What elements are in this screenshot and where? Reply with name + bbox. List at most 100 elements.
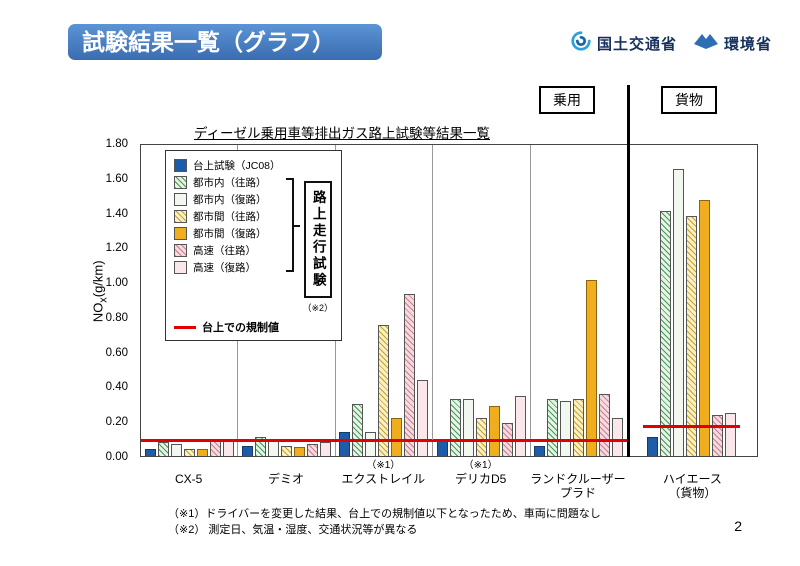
regulation-segment (335, 439, 433, 443)
bar (534, 445, 546, 456)
road-test-group: 路上走行試験 （※2） (302, 181, 334, 314)
bar (547, 398, 559, 456)
legend-item: 高速（往路） (174, 242, 281, 259)
legend-bracket (285, 178, 300, 272)
x-category-note (140, 459, 237, 472)
legend-item-label: 都市間（復路） (193, 228, 267, 240)
y-tick-label: 1.60 (105, 172, 128, 185)
bar (391, 418, 403, 456)
bar (157, 442, 169, 456)
bar (170, 443, 182, 456)
moe-logo: 環境省 (693, 32, 772, 55)
mlit-logo-icon (570, 30, 592, 57)
bar (725, 412, 737, 456)
x-category-label: CX-5 (140, 459, 237, 500)
y-tick-label: 1.20 (105, 242, 128, 255)
bar (209, 440, 221, 456)
bar (320, 442, 332, 456)
bar-cluster (530, 145, 628, 456)
bar (673, 169, 685, 456)
bar (488, 405, 500, 456)
chart-title: ディーゼル乗用車等排出ガス路上試験等結果一覧 (193, 126, 491, 141)
legend-item-label: 都市間（往路） (193, 211, 267, 223)
bar (417, 379, 429, 456)
x-category-label: デミオ (237, 459, 334, 500)
bar (586, 279, 598, 456)
bar (365, 431, 377, 456)
regulation-segment (643, 425, 741, 429)
passenger-cargo-divider (627, 85, 630, 457)
footnotes: （※1）ドライバーを変更した結果、台上での規制値以下となったため、車両に問題なし… (168, 506, 601, 538)
footnote-2: （※2） 測定日、気温・湿度、交通状況等が異なる (168, 524, 418, 536)
legend-item-label: 都市内（復路） (193, 194, 267, 206)
bar (560, 400, 572, 456)
legend-item-label: 台上試験（JC08） (193, 160, 281, 172)
page-number: 2 (734, 518, 742, 534)
mlit-logo: 国土交通省 (570, 30, 677, 57)
road-test-note: （※2） (302, 303, 334, 313)
legend-regulation: 台上での規制値 (174, 319, 333, 335)
y-tick-label: 1.80 (105, 138, 128, 150)
x-category-name: ランドクルーザー (530, 472, 626, 486)
bar (255, 437, 267, 456)
bar (404, 293, 416, 456)
x-category-name: デリカD5 (454, 472, 507, 486)
legend-item: 都市内（復路） (174, 191, 281, 208)
x-category-note: （※1） (366, 460, 401, 471)
legend: 台上試験（JC08） 都市内（往路） 都市内（復路） 都市間（往路） 都市間（復路） 高速… (165, 150, 343, 341)
y-tick-label: 1.40 (105, 207, 128, 220)
regulation-label: 台上での規制値 (202, 322, 279, 334)
bar (183, 449, 195, 456)
x-axis-labels: CX-5 デミオ （※1） エクストレイル （※1） デリカD5 ランドクルーザー プラド ハイ… (140, 459, 758, 500)
legend-item: 高速（復路） (174, 259, 281, 276)
legend-swatch (174, 193, 187, 206)
bar (281, 445, 293, 456)
passenger-label-box: 乗用 (539, 86, 595, 114)
bar (514, 395, 526, 456)
legend-swatch (174, 176, 187, 189)
y-axis: 0.00 0.20 0.40 0.60 0.80 1.00 1.20 1.40 1.60 1.80 (70, 138, 134, 463)
ministry-logos: 国土交通省 環境省 (570, 30, 772, 57)
x-category-note (627, 459, 758, 472)
bar-cluster (643, 145, 741, 456)
bar (462, 398, 474, 456)
bar (647, 437, 659, 456)
road-test-label: 路上走行試験 (303, 181, 332, 298)
x-category-label: ハイエース （貨物） (627, 459, 758, 500)
x-category-label: （※1） デリカD5 (432, 459, 529, 500)
legend-item: 都市間（復路） (174, 225, 281, 242)
legend-items: 台上試験（JC08） 都市内（往路） 都市内（復路） 都市間（往路） 都市間（復路） 高速… (174, 157, 281, 314)
bar-group (432, 145, 531, 456)
bar (712, 414, 724, 456)
x-category-name: （貨物） (668, 486, 717, 500)
x-category-name: CX-5 (174, 472, 203, 486)
bar-cluster (432, 145, 530, 456)
page-title-banner: 試験結果一覧（グラフ） (68, 24, 382, 60)
y-tick-label: 0.00 (105, 451, 128, 463)
x-category-note (529, 459, 626, 472)
bar (144, 449, 156, 456)
regulation-segment (530, 439, 628, 443)
bar (268, 440, 280, 456)
bar (352, 404, 364, 456)
legend-swatch (174, 261, 187, 274)
legend-swatch (174, 159, 187, 172)
y-tick-label: 0.60 (105, 346, 128, 359)
y-tick-label: 0.20 (105, 416, 128, 429)
y-tick-label: 1.00 (105, 277, 128, 290)
moe-logo-text: 環境省 (723, 36, 772, 53)
bar-cluster (335, 145, 433, 456)
bar (699, 200, 711, 456)
legend-swatch (174, 244, 187, 257)
bar-cluster (140, 145, 238, 456)
bar (612, 418, 624, 456)
bar (475, 418, 487, 456)
legend-swatch (174, 210, 187, 223)
bar-cluster (238, 145, 336, 456)
mlit-logo-text: 国土交通省 (596, 36, 677, 53)
bar (378, 324, 390, 456)
bar (449, 398, 461, 456)
bar-group (238, 145, 336, 456)
x-category-name: ハイエース (662, 472, 722, 486)
